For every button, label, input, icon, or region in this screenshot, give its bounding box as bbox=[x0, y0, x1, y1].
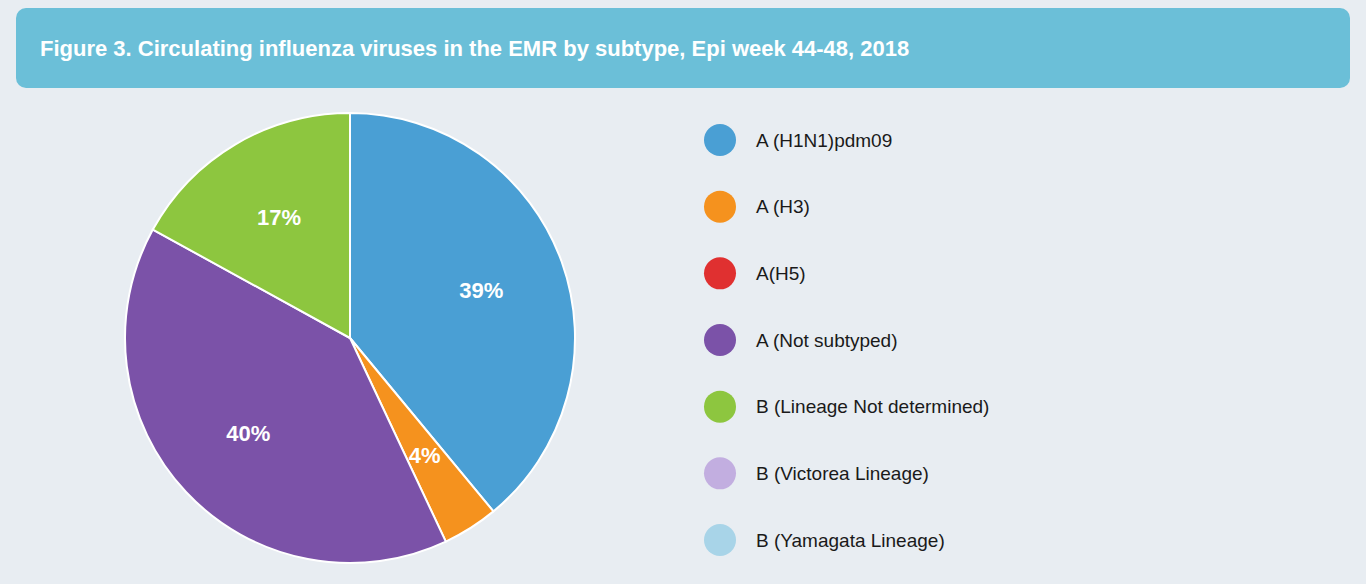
legend-label: A (H1N1)pdm09 bbox=[756, 130, 892, 151]
pie bbox=[125, 113, 575, 563]
legend-swatch bbox=[704, 324, 736, 356]
legend-swatch bbox=[704, 391, 736, 423]
legend-label: A (Not subtyped) bbox=[756, 330, 898, 351]
title-bar bbox=[16, 8, 1350, 88]
legend-swatch bbox=[704, 257, 736, 289]
legend-label: B (Lineage Not determined) bbox=[756, 396, 989, 417]
data-label: 39% bbox=[459, 278, 503, 303]
data-label: 17% bbox=[257, 205, 301, 230]
legend-label: B (Yamagata Lineage) bbox=[756, 530, 945, 551]
pie-slice bbox=[153, 113, 350, 338]
legend-swatch bbox=[704, 124, 736, 156]
data-label: 40% bbox=[226, 421, 270, 446]
legend-label: A(H5) bbox=[756, 263, 806, 284]
chart: Figure 3. Circulating influenza viruses … bbox=[0, 0, 1366, 584]
background bbox=[0, 0, 1366, 584]
legend: A (H1N1)pdm09 A (H3) A(H5) A (Not subtyped)… bbox=[704, 124, 989, 556]
legend-swatch bbox=[704, 457, 736, 489]
legend-label: B (Victorea Lineage) bbox=[756, 463, 929, 484]
legend-swatch bbox=[704, 524, 736, 556]
data-label: 4% bbox=[409, 443, 441, 468]
legend-label: A (H3) bbox=[756, 196, 810, 217]
legend-swatch bbox=[704, 191, 736, 223]
title: Figure 3. Circulating influenza viruses … bbox=[40, 36, 909, 61]
data-labels: 39% 4% 40% 17% bbox=[226, 205, 503, 468]
